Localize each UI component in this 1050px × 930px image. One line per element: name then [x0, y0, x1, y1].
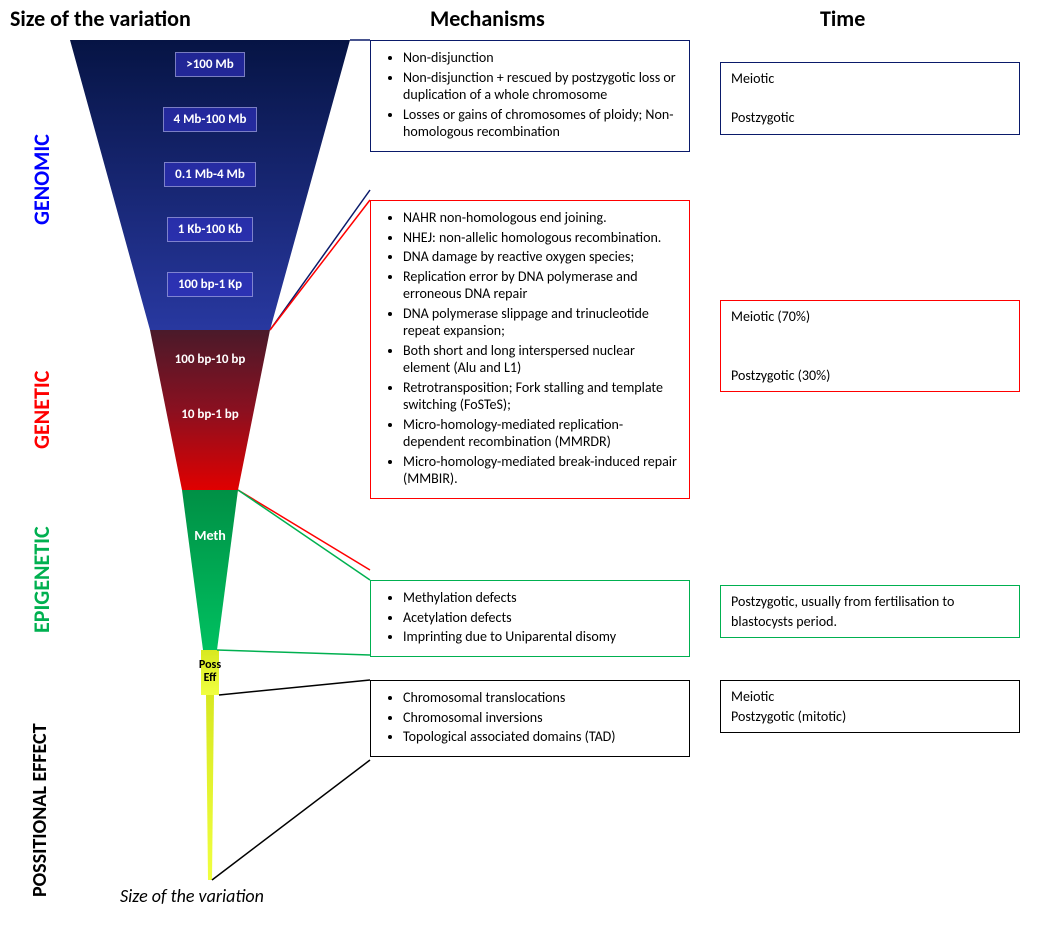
time-line: Postzygotic (mitotic): [731, 707, 1009, 727]
funnel-positional-label: Poss Eff: [190, 652, 230, 692]
mech-item: Chromosomal translocations: [403, 689, 677, 707]
time-genetic: Meiotic (70%) Postzygotic (30%): [720, 300, 1020, 392]
mechanisms-genetic: NAHR non-homologous end joining. NHEJ: no…: [370, 200, 690, 499]
mech-item: DNA damage by reactive oxygen species;: [403, 248, 677, 266]
mech-item: Micro-homology-mediated replication-depe…: [403, 416, 677, 451]
mechanisms-epigenetic: Methylation defects Acetylation defectsIm…: [370, 580, 690, 657]
time-line: [731, 346, 1009, 366]
mech-item: Non-disjunction: [403, 49, 677, 67]
time-line: Meiotic: [731, 69, 1009, 89]
mechanisms-genomic: Non-disjunction Non-disjunction + rescued…: [370, 40, 690, 152]
funnel-genetic-seg-1: 10 bp-1 bp: [155, 400, 265, 428]
mech-item: Both short and long interspersed nuclear…: [403, 342, 677, 377]
pos-text-2: Eff: [204, 672, 217, 685]
mechanisms-positional: Chromosomal translocations Chromosomal in…: [370, 680, 690, 757]
funnel-genomic-seg-1: 4 Mb-100 Mb: [145, 105, 275, 133]
mech-item: Chromosomal inversions: [403, 709, 677, 727]
funnel-epigenetic-label: Meth: [182, 520, 238, 550]
time-genomic: Meiotic Postzygotic: [720, 62, 1020, 135]
mech-item: NAHR non-homologous end joining.: [403, 209, 677, 227]
mech-item: Non-disjunction + rescued by postzygotic…: [403, 69, 677, 104]
funnel-bottom-label: Size of the variation: [120, 885, 264, 907]
epigenetic-text: Meth: [194, 527, 226, 544]
mech-item: Micro-homology-mediated break-induced re…: [403, 453, 677, 488]
time-line: Postzygotic, usually from fertilisation …: [731, 592, 1009, 631]
funnel-genomic-seg-3: 1 Kb-100 Kb: [151, 215, 269, 243]
mech-item: Losses or gains of chromosomes of ploidy…: [403, 106, 677, 141]
mech-item: Methylation defects: [403, 589, 677, 607]
funnel-genomic-seg-4: 100 bp-1 Kp: [155, 270, 265, 298]
mech-item: Acetylation defects: [403, 609, 677, 627]
mech-item: Retrotransposition; Fork stalling and te…: [403, 379, 677, 414]
mech-item: NHEJ: non-allelic homologous recombinati…: [403, 229, 677, 247]
funnel-genomic-seg-0: >100 Mb: [151, 50, 269, 78]
mech-item: Imprinting due to Uniparental disomy: [403, 628, 677, 646]
time-line: Postzygotic: [731, 108, 1009, 128]
funnel-genetic-seg-0: 100 bp-10 bp: [155, 345, 265, 373]
time-positional: MeioticPostzygotic (mitotic): [720, 680, 1020, 733]
time-line: [731, 89, 1009, 109]
time-line: [731, 327, 1009, 347]
mech-item: Replication error by DNA polymerase and …: [403, 268, 677, 303]
time-line: Meiotic: [731, 687, 1009, 707]
time-epigenetic: Postzygotic, usually from fertilisation …: [720, 585, 1020, 638]
mech-item: DNA polymerase slippage and trinucleotid…: [403, 305, 677, 340]
mech-item: Topological associated domains (TAD): [403, 728, 677, 746]
funnel-genomic-seg-2: 0.1 Mb-4 Mb: [151, 160, 269, 188]
time-line: Meiotic (70%): [731, 307, 1009, 327]
time-line: Postzygotic (30%): [731, 366, 1009, 386]
